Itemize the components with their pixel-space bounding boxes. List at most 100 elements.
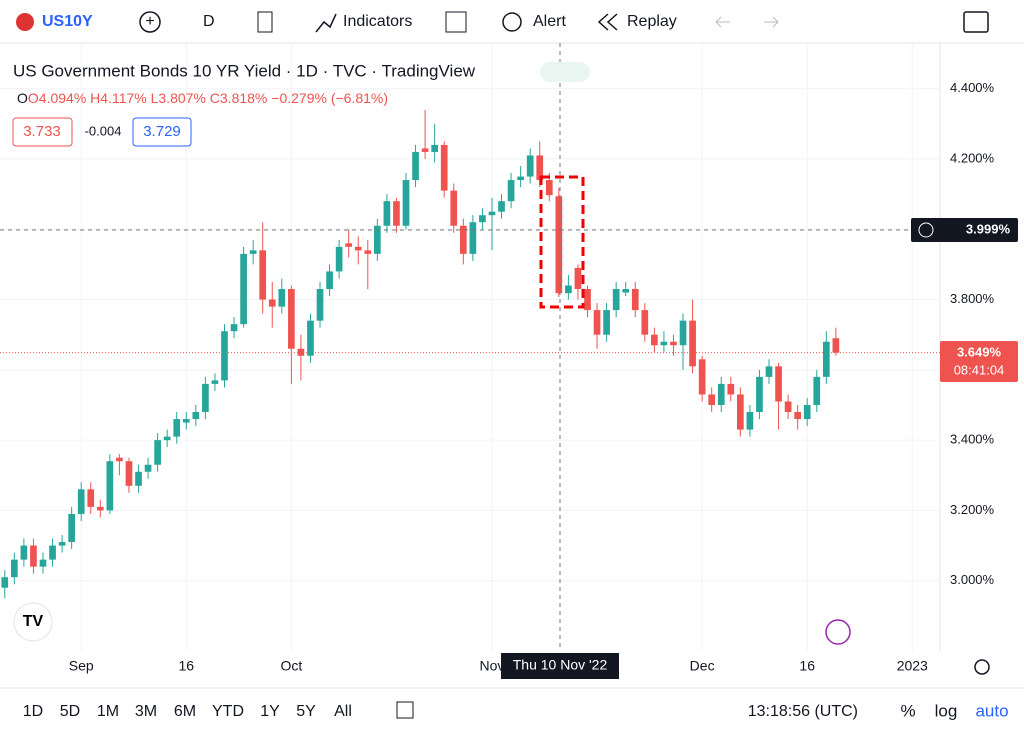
candle-body: [412, 151, 419, 181]
range-button[interactable]: 1D: [23, 703, 43, 720]
candle-body: [565, 285, 572, 294]
x-tick-label: 16: [178, 658, 194, 674]
candle-body: [268, 299, 276, 307]
candle-body: [192, 412, 200, 420]
candle-body: [440, 144, 448, 191]
chart-type[interactable]: [257, 11, 273, 33]
candle-body: [803, 404, 811, 420]
undo[interactable]: [715, 16, 730, 28]
crosshair-date-box: [501, 653, 619, 679]
bid-box[interactable]: [12, 117, 73, 147]
candle-body: [765, 366, 773, 377]
candle-body: [574, 267, 582, 290]
crosshair-price: 3.999%: [966, 221, 1011, 236]
candle-body: [498, 201, 505, 212]
candle-body: [106, 461, 114, 511]
change: −0.279% (−6.81%): [271, 90, 388, 106]
highlight-annotation: [539, 175, 585, 309]
candle-body: [545, 180, 553, 196]
settings[interactable]: [974, 659, 990, 675]
candle-body: [641, 310, 649, 335]
close: C3.818%: [210, 90, 268, 106]
candle-body: [335, 246, 343, 272]
bid: 3.733: [23, 123, 61, 140]
spread: -0.004: [85, 123, 122, 138]
replay-icon: [597, 13, 618, 31]
candle-body: [746, 412, 754, 430]
candle-body: [431, 144, 438, 152]
tv-logo-mark: TV: [23, 613, 44, 630]
x-tick-label: Oct: [280, 658, 302, 674]
crosshair-date: Thu 10 Nov '22: [513, 657, 608, 673]
range-button[interactable]: 1Y: [260, 703, 280, 720]
open: O4.094%: [28, 90, 86, 106]
tv-logo[interactable]: [13, 602, 53, 642]
candle-body: [689, 320, 696, 367]
indicators-icon: [315, 13, 337, 33]
range-button[interactable]: All: [334, 703, 352, 720]
range-button[interactable]: YTD: [212, 703, 244, 720]
layouts[interactable]: [445, 11, 467, 33]
indicators[interactable]: Indicators: [343, 13, 412, 30]
candle-body: [144, 464, 152, 472]
candle-body: [794, 412, 802, 420]
crosshair-price-box: [911, 218, 1018, 242]
y-tick-label: 4.400%: [950, 80, 995, 95]
candle-body: [593, 310, 601, 335]
range-button[interactable]: 5D: [60, 703, 80, 720]
replay[interactable]: Replay: [627, 13, 677, 30]
candle-body: [775, 366, 782, 402]
range-button[interactable]: 1M: [97, 703, 119, 720]
candle-body: [68, 513, 75, 543]
candle-body: [784, 401, 792, 413]
candle-body: [622, 289, 630, 293]
candle-body: [259, 250, 267, 300]
crosshair-add[interactable]: [918, 222, 934, 238]
redo[interactable]: [764, 16, 779, 28]
range-button[interactable]: 5Y: [296, 703, 316, 720]
candle-body: [288, 289, 295, 349]
candle-body: [1, 577, 9, 588]
x-tick-label: 16: [799, 658, 815, 674]
countdown: 08:41:04: [954, 362, 1005, 377]
candle-body: [49, 545, 56, 560]
add-symbol[interactable]: [139, 11, 161, 33]
legend: US Government Bonds 10 YR Yield · 1D · T…: [12, 61, 590, 147]
percent-toggle[interactable]: %: [900, 701, 915, 720]
candle-body: [717, 383, 725, 405]
candle-body: [421, 148, 429, 152]
log-toggle[interactable]: log: [935, 701, 958, 720]
candle-body: [154, 440, 161, 465]
candle-body: [603, 310, 610, 335]
candle-body: [10, 559, 18, 578]
y-tick-label: 4.200%: [950, 150, 995, 165]
ideas-button[interactable]: [825, 619, 851, 645]
candle-body: [96, 506, 104, 511]
candle-body: [488, 211, 496, 216]
candle-body: [517, 176, 524, 181]
x-tick-label: Nov: [480, 658, 505, 674]
clock: 13:18:56 (UTC): [748, 703, 858, 720]
candle-body: [660, 341, 668, 346]
y-tick-label: 3.800%: [950, 291, 995, 306]
range-bar: 1D 5D 1M 3M 6M YTD 1Y 5Y All: [23, 703, 352, 720]
auto-toggle[interactable]: auto: [975, 701, 1008, 720]
candle-body: [116, 457, 123, 462]
interval[interactable]: D: [203, 13, 215, 30]
candle-body: [77, 489, 85, 514]
candle-body: [584, 289, 591, 311]
candle-body: [326, 271, 333, 290]
candle-body: [20, 545, 28, 560]
ask-box[interactable]: [132, 117, 192, 147]
x-tick-label: Sep: [69, 658, 94, 674]
symbol[interactable]: US10Y: [42, 13, 93, 30]
candle-body: [459, 225, 467, 254]
candle-body: [450, 190, 458, 226]
goto-date[interactable]: [396, 701, 414, 719]
alert[interactable]: Alert: [533, 13, 566, 30]
range-button[interactable]: 6M: [174, 703, 196, 720]
fullscreen[interactable]: [963, 11, 989, 33]
range-button[interactable]: 3M: [135, 703, 157, 720]
y-tick-label: 3.200%: [950, 502, 995, 517]
